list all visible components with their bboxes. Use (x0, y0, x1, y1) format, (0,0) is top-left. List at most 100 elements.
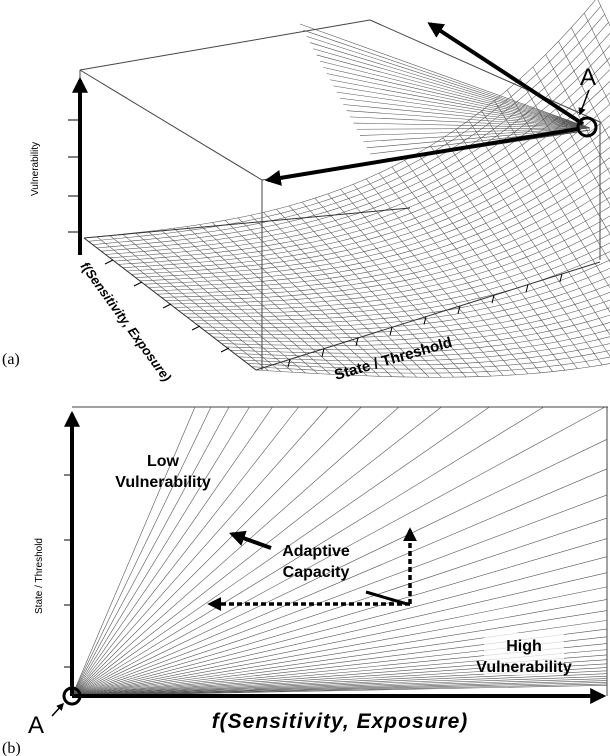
mesh-line (357, 188, 362, 194)
mesh-line (581, 206, 595, 215)
mesh-line (387, 348, 393, 354)
mesh-line (337, 349, 343, 354)
mesh-line (593, 107, 598, 116)
mesh-line (436, 196, 450, 203)
mesh-line (194, 231, 208, 235)
mesh-line (288, 236, 293, 242)
mesh-line (351, 251, 365, 255)
mesh-line (549, 189, 554, 197)
mesh-line (191, 310, 196, 315)
mesh-line (359, 276, 372, 279)
mesh-line (320, 297, 326, 302)
mesh-line (404, 325, 409, 331)
mesh-line (344, 193, 349, 199)
mesh-line (584, 246, 589, 254)
mesh-line (266, 308, 271, 313)
mesh-line (379, 327, 384, 333)
mesh-line (242, 350, 248, 355)
mesh-line (409, 264, 423, 269)
mesh-line (529, 283, 535, 290)
mesh-line (470, 336, 484, 339)
mesh-line (549, 307, 563, 312)
mesh-line (507, 349, 513, 355)
mesh-line (249, 269, 255, 274)
mesh-line (449, 358, 463, 360)
mesh-line (228, 298, 234, 303)
mesh-line (194, 270, 200, 275)
mesh-line (544, 202, 558, 210)
mesh-line (249, 305, 255, 310)
mesh-line (367, 284, 381, 288)
mesh-line (474, 326, 480, 333)
mesh-line (439, 243, 453, 249)
mesh-line (394, 192, 400, 199)
mesh-line (470, 319, 484, 323)
mesh-line (241, 320, 247, 325)
mesh-line (427, 232, 432, 239)
mesh-line (381, 217, 386, 223)
mesh-line (561, 70, 575, 84)
mesh-line (405, 277, 418, 281)
mesh-line (401, 258, 406, 264)
mesh-line (585, 220, 590, 228)
mesh-line (320, 334, 326, 339)
mesh-line (434, 261, 440, 267)
mesh-line (488, 270, 494, 276)
mesh-line (540, 336, 554, 339)
mesh-line (557, 202, 562, 209)
mesh-line (301, 201, 307, 207)
mesh-line (258, 237, 264, 242)
mesh-line (287, 348, 293, 353)
mesh-line (481, 100, 495, 112)
mesh-line (164, 268, 170, 273)
mesh-line (438, 266, 444, 272)
mesh-line (270, 300, 276, 305)
mesh-line (437, 173, 451, 181)
mesh-line (445, 354, 450, 360)
mesh-line (517, 262, 531, 268)
mesh-line (514, 234, 528, 241)
mesh-line (359, 243, 373, 248)
mesh-line (351, 234, 365, 239)
mesh-line (367, 255, 373, 261)
mesh-line (466, 164, 480, 173)
mesh-line (278, 296, 284, 301)
mesh-line (445, 190, 450, 197)
mesh-line (194, 244, 208, 247)
mesh-line (565, 352, 570, 359)
mesh-line (254, 259, 267, 262)
mesh-line (546, 155, 551, 163)
mesh-line (366, 340, 372, 346)
x-tick (389, 327, 393, 336)
mesh-line (448, 233, 461, 239)
mesh-line (194, 292, 200, 297)
mesh-line (600, 6, 605, 15)
mesh-line (425, 303, 430, 308)
mesh-line (322, 220, 336, 225)
mesh-line (362, 309, 376, 312)
contour-line (71, 572, 608, 697)
mesh-line (492, 271, 506, 277)
mesh-line (416, 351, 430, 353)
mesh-line (458, 177, 472, 185)
mesh-line (597, 0, 602, 7)
mesh-line (560, 208, 566, 216)
panel-b: A Low Vulnerability Adaptive Capacity Hi… (2, 406, 608, 756)
mesh-line (249, 256, 255, 262)
mesh-line (534, 268, 539, 275)
mesh-line (232, 313, 238, 318)
mesh-line (500, 282, 514, 287)
mesh-line (402, 202, 408, 209)
mesh-line (441, 178, 455, 186)
mesh-line (588, 247, 602, 254)
mesh-line (169, 271, 174, 276)
mesh-line (375, 293, 389, 297)
mesh-line (524, 178, 530, 186)
mesh-line (433, 341, 438, 347)
mesh-line (250, 227, 264, 231)
mesh-line (305, 235, 319, 239)
mesh-line (274, 315, 280, 321)
mesh-line (203, 276, 216, 278)
mesh-line (604, 278, 609, 286)
mesh-line (482, 352, 488, 358)
